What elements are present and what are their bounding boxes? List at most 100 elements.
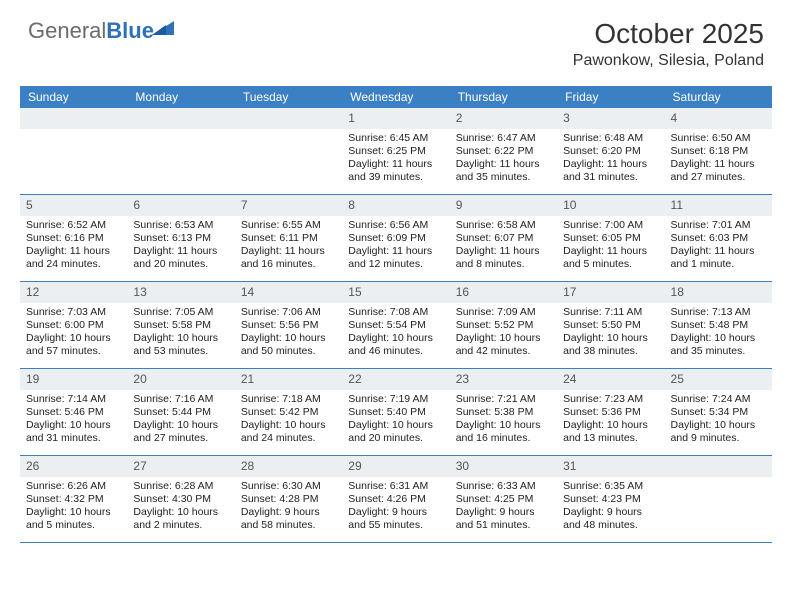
day-cell: 20Sunrise: 7:16 AMSunset: 5:44 PMDayligh… — [127, 369, 234, 455]
day-content: Sunrise: 7:03 AMSunset: 6:00 PMDaylight:… — [20, 303, 127, 365]
day-content: Sunrise: 6:26 AMSunset: 4:32 PMDaylight:… — [20, 477, 127, 539]
day-cell: 7Sunrise: 6:55 AMSunset: 6:11 PMDaylight… — [235, 195, 342, 281]
day-content: Sunrise: 7:06 AMSunset: 5:56 PMDaylight:… — [235, 303, 342, 365]
sunrise-text: Sunrise: 6:31 AM — [348, 480, 443, 493]
day-number: 20 — [127, 369, 234, 390]
daylight-text: Daylight: 11 hours and 5 minutes. — [563, 245, 658, 271]
day-cell: 26Sunrise: 6:26 AMSunset: 4:32 PMDayligh… — [20, 456, 127, 542]
day-cell: 13Sunrise: 7:05 AMSunset: 5:58 PMDayligh… — [127, 282, 234, 368]
logo: GeneralBlue — [28, 18, 176, 44]
sunset-text: Sunset: 5:48 PM — [671, 319, 766, 332]
day-number: 31 — [557, 456, 664, 477]
sunset-text: Sunset: 6:09 PM — [348, 232, 443, 245]
week-row: 12Sunrise: 7:03 AMSunset: 6:00 PMDayligh… — [20, 282, 772, 369]
day-header-sat: Saturday — [665, 86, 772, 108]
sunset-text: Sunset: 6:00 PM — [26, 319, 121, 332]
day-cell: 9Sunrise: 6:58 AMSunset: 6:07 PMDaylight… — [450, 195, 557, 281]
day-content: Sunrise: 7:18 AMSunset: 5:42 PMDaylight:… — [235, 390, 342, 452]
day-cell: 4Sunrise: 6:50 AMSunset: 6:18 PMDaylight… — [665, 108, 772, 194]
daylight-text: Daylight: 9 hours and 48 minutes. — [563, 506, 658, 532]
daylight-text: Daylight: 11 hours and 1 minute. — [671, 245, 766, 271]
day-cell: 30Sunrise: 6:33 AMSunset: 4:25 PMDayligh… — [450, 456, 557, 542]
day-content: Sunrise: 7:11 AMSunset: 5:50 PMDaylight:… — [557, 303, 664, 365]
sunrise-text: Sunrise: 7:13 AM — [671, 306, 766, 319]
day-cell — [665, 456, 772, 542]
day-number: 17 — [557, 282, 664, 303]
day-number — [235, 108, 342, 129]
sunset-text: Sunset: 6:22 PM — [456, 145, 551, 158]
sunrise-text: Sunrise: 6:47 AM — [456, 132, 551, 145]
daylight-text: Daylight: 10 hours and 2 minutes. — [133, 506, 228, 532]
sunrise-text: Sunrise: 6:55 AM — [241, 219, 336, 232]
day-content: Sunrise: 7:21 AMSunset: 5:38 PMDaylight:… — [450, 390, 557, 452]
sunset-text: Sunset: 5:46 PM — [26, 406, 121, 419]
daylight-text: Daylight: 10 hours and 16 minutes. — [456, 419, 551, 445]
day-content: Sunrise: 7:23 AMSunset: 5:36 PMDaylight:… — [557, 390, 664, 452]
sunset-text: Sunset: 6:11 PM — [241, 232, 336, 245]
day-number: 11 — [665, 195, 772, 216]
day-cell: 5Sunrise: 6:52 AMSunset: 6:16 PMDaylight… — [20, 195, 127, 281]
sunset-text: Sunset: 4:30 PM — [133, 493, 228, 506]
calendar: Sunday Monday Tuesday Wednesday Thursday… — [20, 86, 772, 543]
sunrise-text: Sunrise: 6:26 AM — [26, 480, 121, 493]
sunrise-text: Sunrise: 6:35 AM — [563, 480, 658, 493]
day-cell: 10Sunrise: 7:00 AMSunset: 6:05 PMDayligh… — [557, 195, 664, 281]
location: Pawonkow, Silesia, Poland — [573, 52, 764, 70]
week-row: 1Sunrise: 6:45 AMSunset: 6:25 PMDaylight… — [20, 108, 772, 195]
daylight-text: Daylight: 11 hours and 39 minutes. — [348, 158, 443, 184]
sunset-text: Sunset: 5:54 PM — [348, 319, 443, 332]
day-number: 24 — [557, 369, 664, 390]
day-content: Sunrise: 6:35 AMSunset: 4:23 PMDaylight:… — [557, 477, 664, 539]
daylight-text: Daylight: 11 hours and 35 minutes. — [456, 158, 551, 184]
day-number — [665, 456, 772, 477]
sunrise-text: Sunrise: 7:14 AM — [26, 393, 121, 406]
sunrise-text: Sunrise: 7:06 AM — [241, 306, 336, 319]
day-cell: 6Sunrise: 6:53 AMSunset: 6:13 PMDaylight… — [127, 195, 234, 281]
day-number: 23 — [450, 369, 557, 390]
day-header-mon: Monday — [127, 86, 234, 108]
day-number: 29 — [342, 456, 449, 477]
day-header-tue: Tuesday — [235, 86, 342, 108]
day-number: 18 — [665, 282, 772, 303]
day-cell: 14Sunrise: 7:06 AMSunset: 5:56 PMDayligh… — [235, 282, 342, 368]
daylight-text: Daylight: 10 hours and 38 minutes. — [563, 332, 658, 358]
sunset-text: Sunset: 6:18 PM — [671, 145, 766, 158]
daylight-text: Daylight: 11 hours and 8 minutes. — [456, 245, 551, 271]
logo-text-1: General — [28, 18, 106, 43]
day-number: 25 — [665, 369, 772, 390]
day-number: 26 — [20, 456, 127, 477]
sunrise-text: Sunrise: 7:00 AM — [563, 219, 658, 232]
day-number: 14 — [235, 282, 342, 303]
sunset-text: Sunset: 5:34 PM — [671, 406, 766, 419]
day-cell: 29Sunrise: 6:31 AMSunset: 4:26 PMDayligh… — [342, 456, 449, 542]
daylight-text: Daylight: 11 hours and 27 minutes. — [671, 158, 766, 184]
day-content: Sunrise: 6:48 AMSunset: 6:20 PMDaylight:… — [557, 129, 664, 191]
day-cell: 28Sunrise: 6:30 AMSunset: 4:28 PMDayligh… — [235, 456, 342, 542]
day-content: Sunrise: 7:09 AMSunset: 5:52 PMDaylight:… — [450, 303, 557, 365]
day-header-sun: Sunday — [20, 86, 127, 108]
day-number: 13 — [127, 282, 234, 303]
day-number: 12 — [20, 282, 127, 303]
day-cell — [20, 108, 127, 194]
day-number: 4 — [665, 108, 772, 129]
day-content: Sunrise: 6:50 AMSunset: 6:18 PMDaylight:… — [665, 129, 772, 191]
day-cell: 17Sunrise: 7:11 AMSunset: 5:50 PMDayligh… — [557, 282, 664, 368]
sunrise-text: Sunrise: 6:48 AM — [563, 132, 658, 145]
day-content: Sunrise: 7:24 AMSunset: 5:34 PMDaylight:… — [665, 390, 772, 452]
day-header-fri: Friday — [557, 86, 664, 108]
day-number: 9 — [450, 195, 557, 216]
day-number: 22 — [342, 369, 449, 390]
day-cell: 1Sunrise: 6:45 AMSunset: 6:25 PMDaylight… — [342, 108, 449, 194]
daylight-text: Daylight: 9 hours and 51 minutes. — [456, 506, 551, 532]
daylight-text: Daylight: 10 hours and 50 minutes. — [241, 332, 336, 358]
sunrise-text: Sunrise: 7:16 AM — [133, 393, 228, 406]
sunset-text: Sunset: 5:42 PM — [241, 406, 336, 419]
sunset-text: Sunset: 4:32 PM — [26, 493, 121, 506]
sunset-text: Sunset: 6:05 PM — [563, 232, 658, 245]
daylight-text: Daylight: 10 hours and 27 minutes. — [133, 419, 228, 445]
day-content — [20, 129, 127, 138]
daylight-text: Daylight: 10 hours and 35 minutes. — [671, 332, 766, 358]
sunset-text: Sunset: 6:16 PM — [26, 232, 121, 245]
week-row: 19Sunrise: 7:14 AMSunset: 5:46 PMDayligh… — [20, 369, 772, 456]
day-number: 3 — [557, 108, 664, 129]
